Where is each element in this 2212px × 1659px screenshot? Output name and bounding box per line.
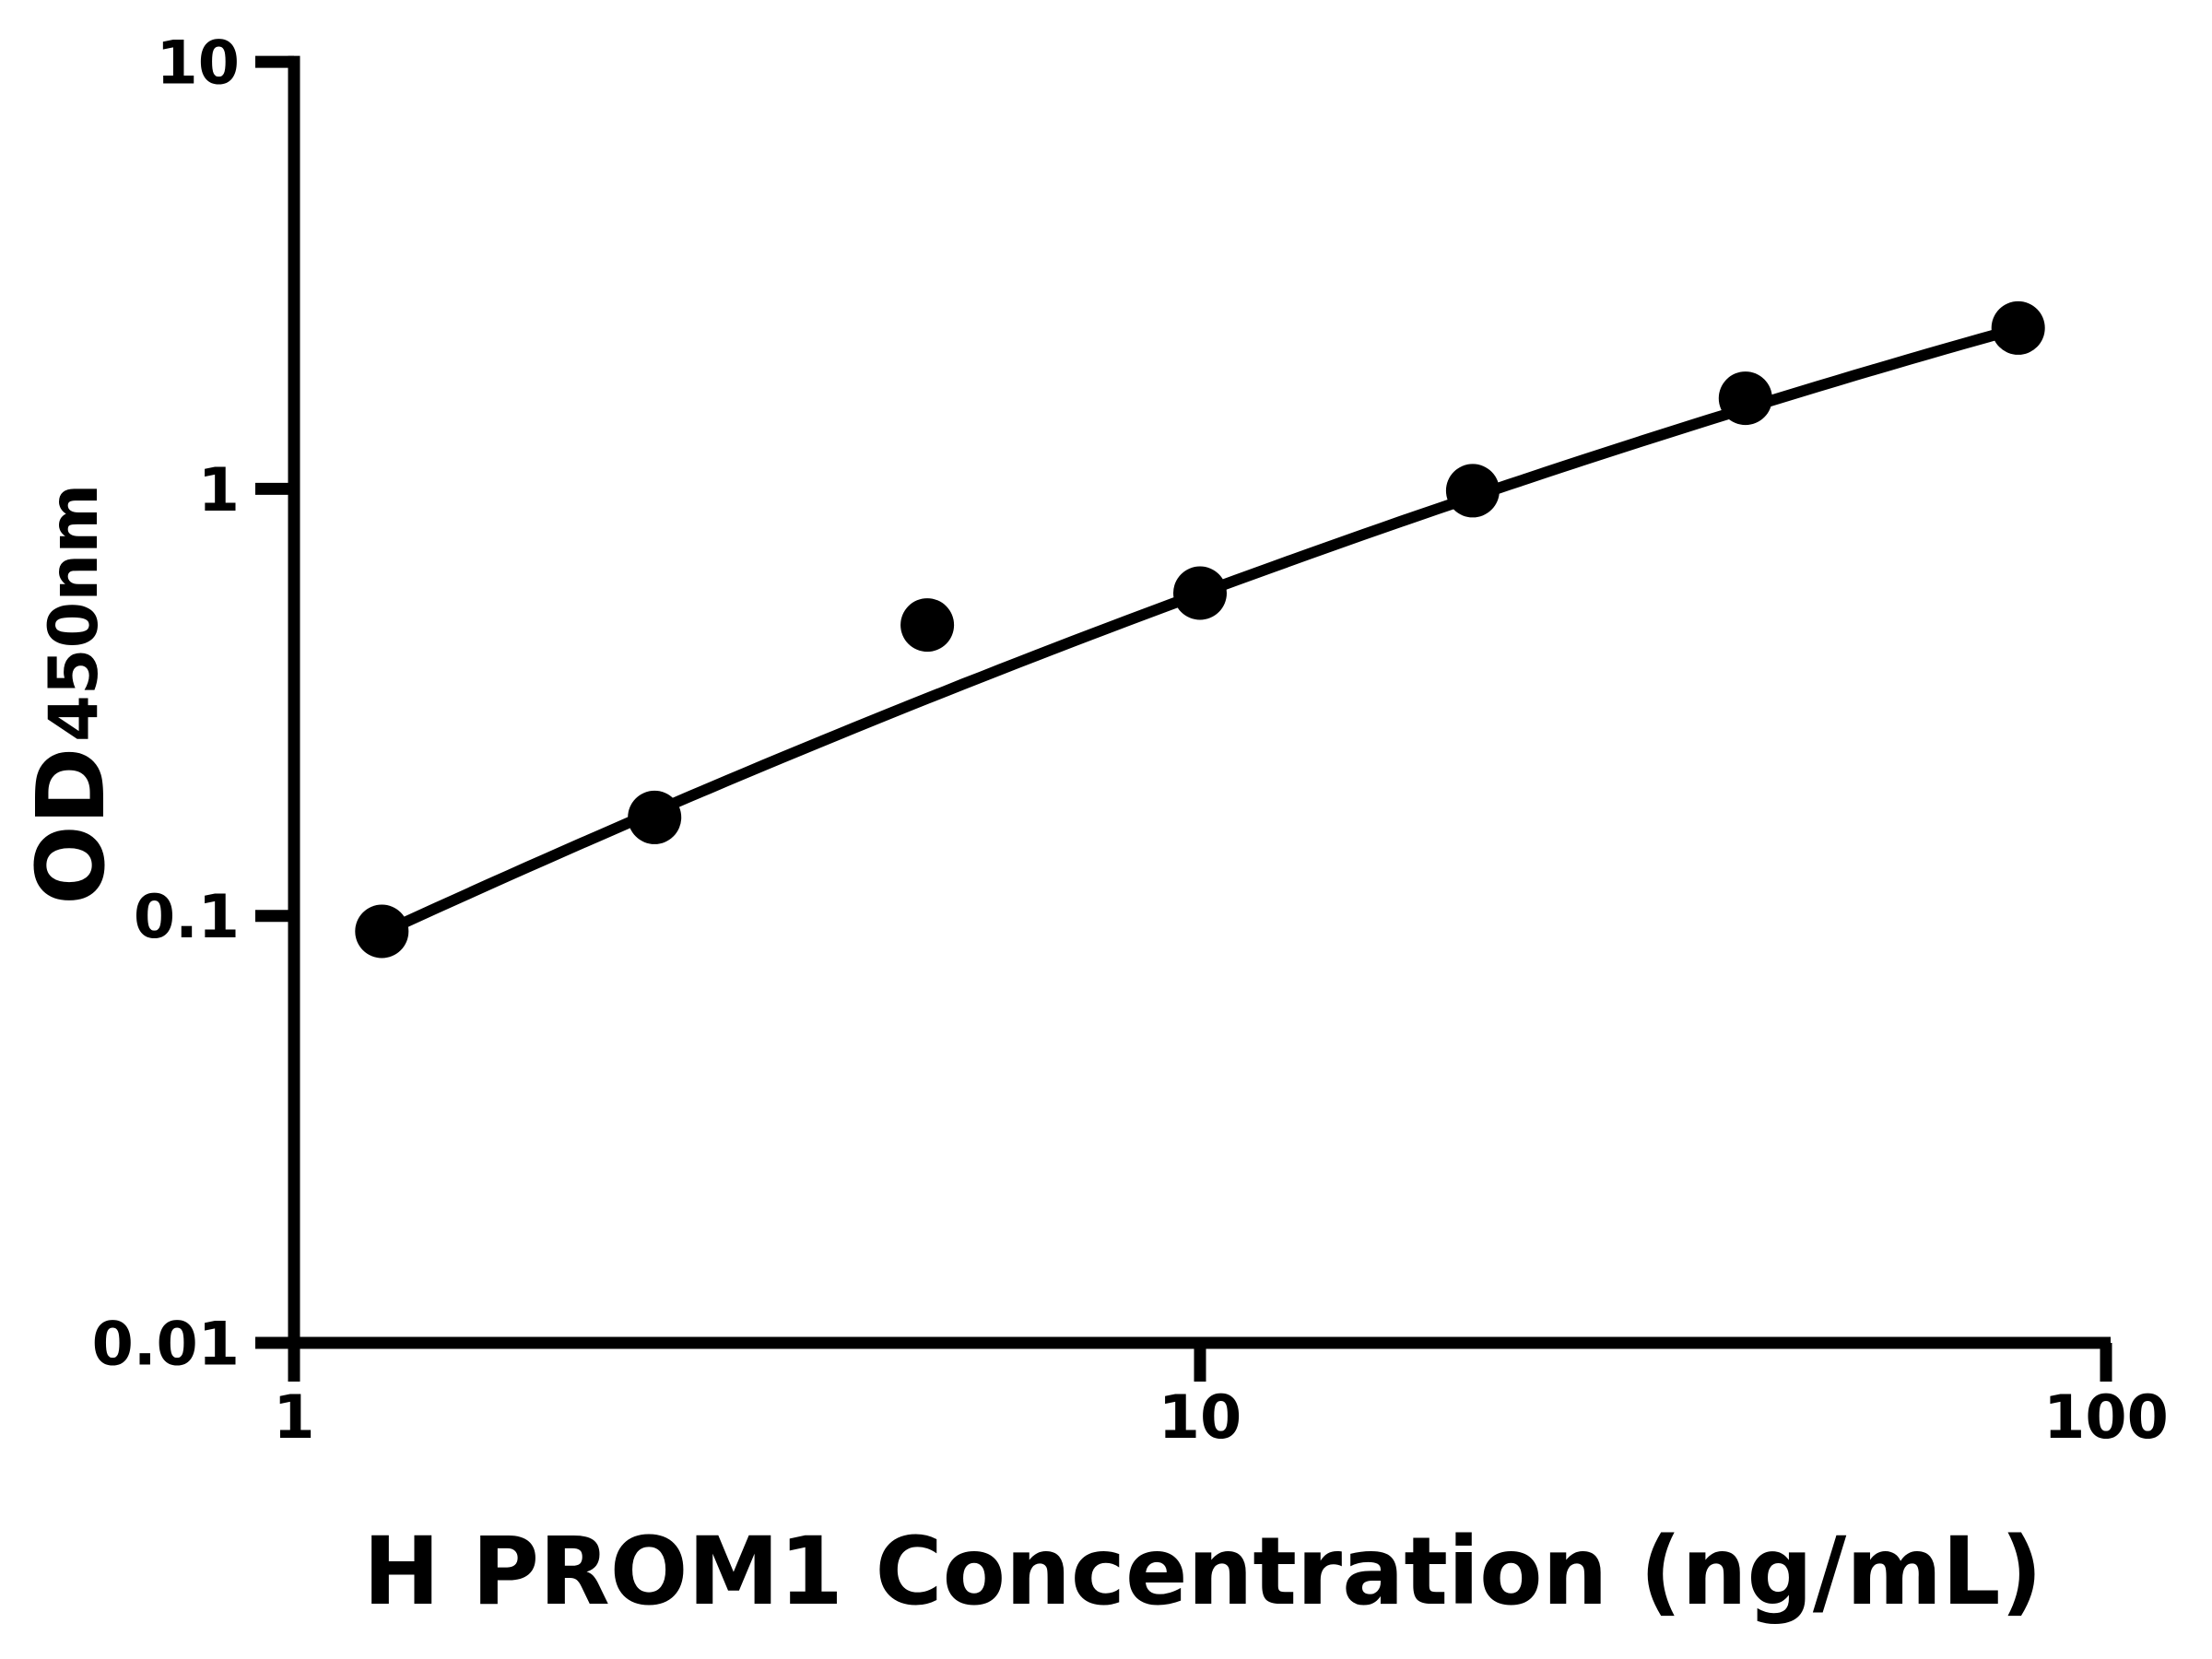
y-axis-title: OD 450nm	[17, 484, 126, 905]
fit-curve	[379, 323, 2020, 938]
data-point-marker	[628, 790, 682, 844]
y-tick-label: 10	[157, 29, 240, 99]
data-point-marker	[1991, 300, 2045, 355]
y-tick-label: 1	[198, 456, 240, 525]
y-axis-title-main: OD	[17, 747, 126, 905]
data-point-marker	[900, 598, 955, 653]
axes	[255, 55, 2112, 1382]
x-tick-label: 1	[273, 1383, 314, 1453]
fit-curve-line	[379, 323, 2020, 938]
x-tick-label: 100	[2043, 1383, 2169, 1453]
data-point-marker	[1173, 566, 1227, 620]
data-point-marker	[355, 904, 409, 959]
x-axis-title: H PROM1 Concentration (ng/mL)	[363, 1517, 2042, 1627]
y-tick-label: 0.1	[134, 883, 240, 952]
x-tick-label: 10	[1159, 1383, 1241, 1453]
tick-labels: 10 1 0.1 0.01 1 10 100	[92, 29, 2169, 1453]
data-point-marker	[1445, 464, 1500, 518]
data-points	[355, 300, 2045, 959]
y-tick-label: 0.01	[92, 1311, 240, 1380]
y-axis-title-subscript: 450nm	[35, 484, 113, 742]
data-point-marker	[1718, 371, 1772, 426]
